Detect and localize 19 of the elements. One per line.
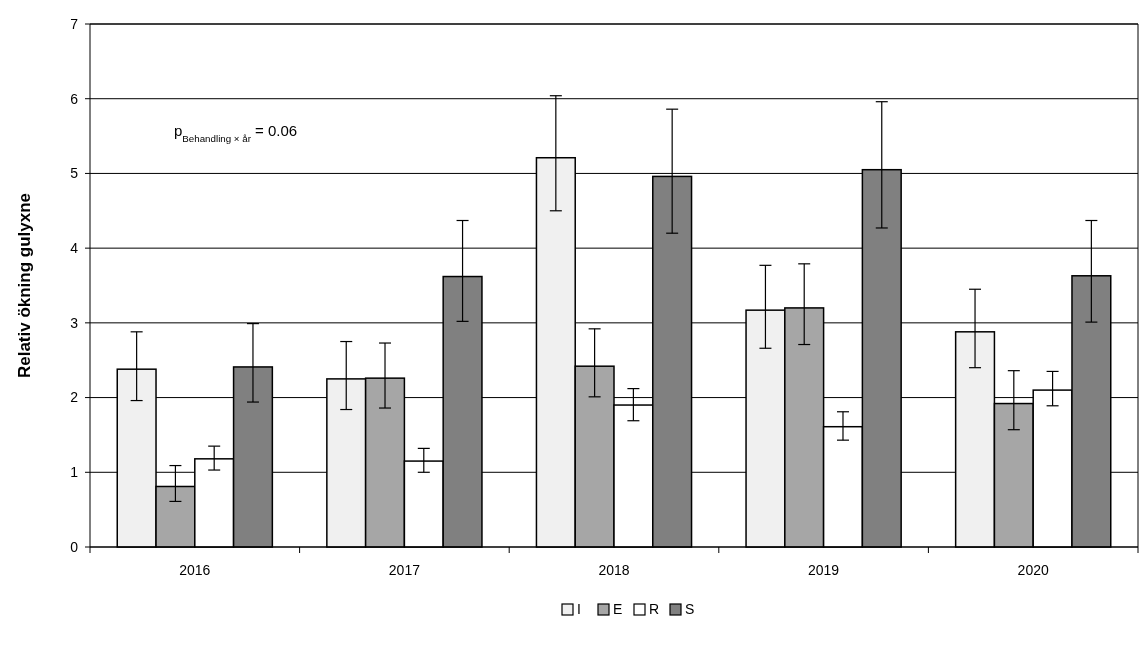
y-tick-label: 3 xyxy=(70,314,79,331)
legend-label: I xyxy=(577,601,581,617)
annotation: p$_{Behandling × år}$ = 0.06 xyxy=(174,122,298,144)
legend-label: R xyxy=(649,601,660,617)
legend-label: E xyxy=(613,601,623,617)
x-tick-label: 2020 xyxy=(1017,562,1049,578)
x-tick-label: 2019 xyxy=(808,562,840,578)
x-tick-label: 2018 xyxy=(598,562,630,578)
legend-label: S xyxy=(685,601,695,617)
x-tick-label: 2016 xyxy=(179,562,211,578)
y-tick-label: 4 xyxy=(70,240,79,257)
y-axis-title: Relativ ökning gulyxne xyxy=(15,192,34,379)
y-tick-label: 5 xyxy=(70,165,79,182)
y-tick-label: 2 xyxy=(70,389,79,406)
y-tick-label: 0 xyxy=(70,538,79,555)
y-tick-label: 1 xyxy=(70,464,79,481)
y-tick-label: 6 xyxy=(70,90,79,107)
y-tick-label: 7 xyxy=(70,15,79,32)
x-tick-label: 2017 xyxy=(388,562,421,578)
